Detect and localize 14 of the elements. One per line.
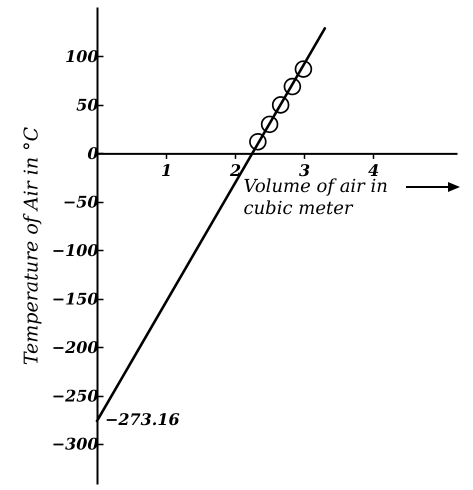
x-tick-label: 1	[160, 160, 172, 180]
point	[284, 78, 302, 96]
y-tick-label: −150	[52, 289, 98, 308]
point	[260, 116, 278, 134]
y-tick-label: −300	[52, 434, 98, 454]
point	[294, 60, 312, 78]
y-axis-title: Temperature of Air in °C	[20, 126, 43, 366]
point	[272, 96, 290, 114]
y-tick-label: −100	[52, 240, 98, 260]
point	[249, 133, 267, 151]
annotation: −273.16	[105, 410, 180, 430]
y-tick-label: −250	[52, 386, 98, 406]
x-tick-label: 2	[229, 160, 242, 180]
y-tick-label: −200	[52, 338, 98, 357]
